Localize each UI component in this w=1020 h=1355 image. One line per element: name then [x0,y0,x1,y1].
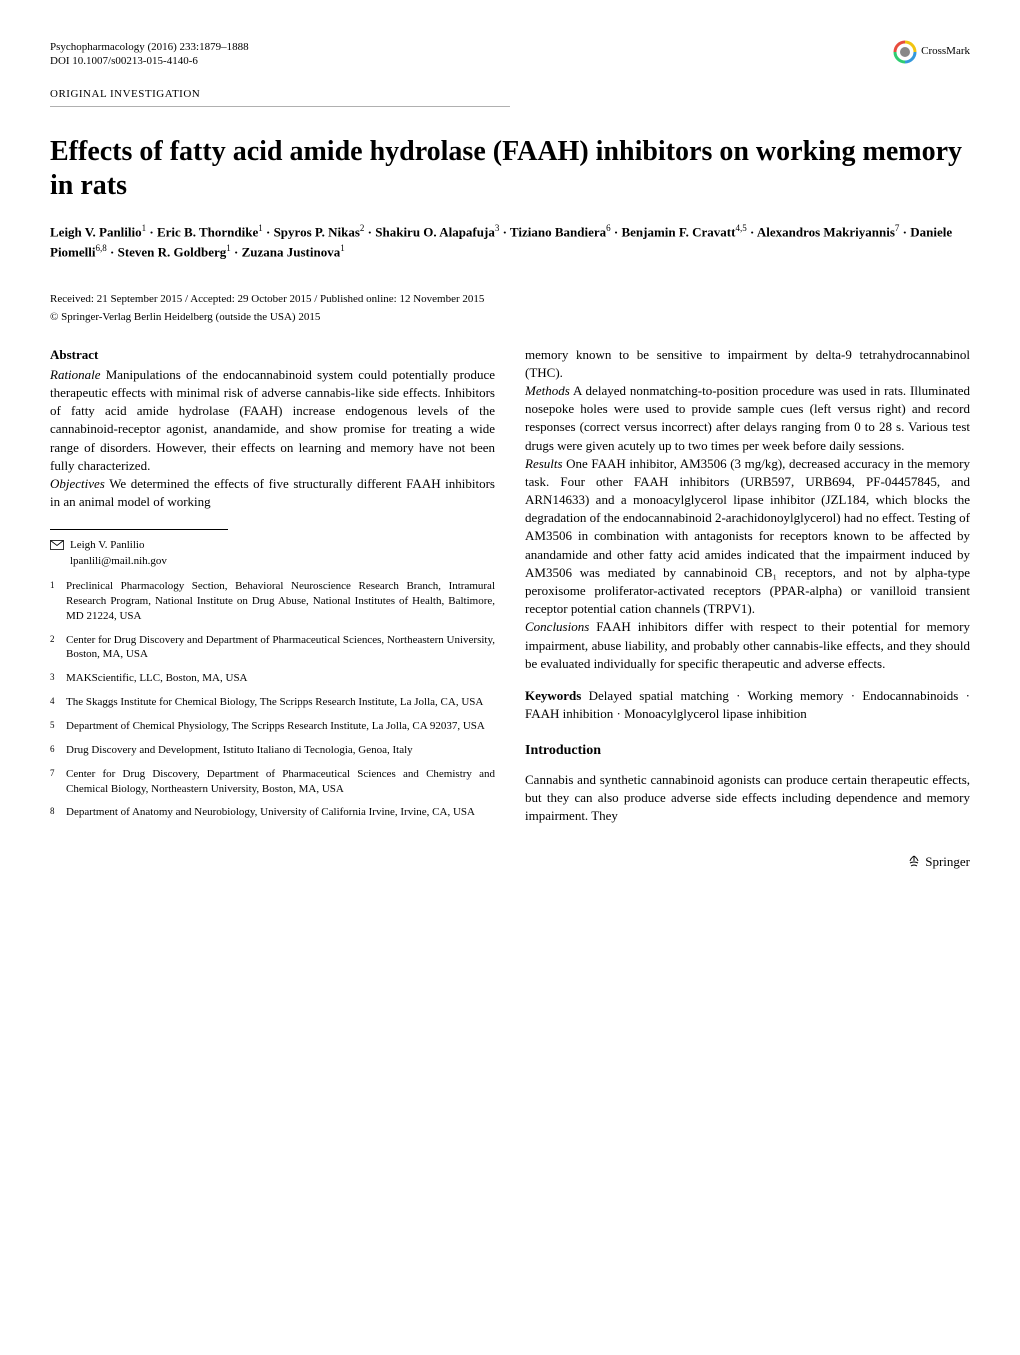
crossmark-label: CrossMark [921,44,970,59]
affiliation-item: 1Preclinical Pharmacology Section, Behav… [50,579,495,624]
journal-citation: Psychopharmacology (2016) 233:1879–1888 [50,40,249,54]
affiliation-number: 1 [50,579,66,624]
keywords-label: Keywords [525,688,581,703]
publisher-footer: Springer [50,853,970,871]
methods-label: Methods [525,383,570,398]
affiliation-text: MAKScientific, LLC, Boston, MA, USA [66,671,248,686]
affiliation-number: 4 [50,695,66,710]
affiliation-item: 4The Skaggs Institute for Chemical Biolo… [50,695,495,710]
keywords: Keywords Delayed spatial matching · Work… [525,687,970,723]
journal-info: Psychopharmacology (2016) 233:1879–1888 … [50,40,249,69]
abstract-heading: Abstract [50,346,495,364]
article-title: Effects of fatty acid amide hydrolase (F… [50,135,970,202]
doi: DOI 10.1007/s00213-015-4140-6 [50,54,249,68]
publisher-name: Springer [925,854,970,869]
affiliation-text: Drug Discovery and Development, Istituto… [66,743,413,758]
page-header: Psychopharmacology (2016) 233:1879–1888 … [50,40,970,69]
affiliation-item: 7Center for Drug Discovery, Department o… [50,767,495,797]
footnote-divider [50,529,228,530]
affiliation-text: Department of Chemical Physiology, The S… [66,719,485,734]
affiliation-item: 6Drug Discovery and Development, Istitut… [50,743,495,758]
affiliation-text: The Skaggs Institute for Chemical Biolog… [66,695,483,710]
affiliations-list: 1Preclinical Pharmacology Section, Behav… [50,579,495,820]
envelope-icon [50,540,64,550]
objectives-continuation: memory known to be sensitive to impairme… [525,346,970,382]
corr-author-email: lpanlili@mail.nih.gov [70,554,167,569]
methods-text: A delayed nonmatching-to-position proced… [525,383,970,453]
article-dates: Received: 21 September 2015 / Accepted: … [50,292,970,307]
main-content: Abstract Rationale Manipulations of the … [50,346,970,830]
affiliation-number: 2 [50,633,66,663]
affiliation-text: Preclinical Pharmacology Section, Behavi… [66,579,495,624]
abstract-methods: Methods A delayed nonmatching-to-positio… [525,382,970,455]
abstract-conclusions: Conclusions FAAH inhibitors differ with … [525,618,970,673]
results-label: Results [525,456,563,471]
rationale-label: Rationale [50,367,101,382]
affiliation-text: Department of Anatomy and Neurobiology, … [66,805,475,820]
affiliation-item: 5Department of Chemical Physiology, The … [50,719,495,734]
crossmark-icon [893,40,917,64]
author-list: Leigh V. Panlilio1 · Eric B. Thorndike1 … [50,222,970,262]
copyright: © Springer-Verlag Berlin Heidelberg (out… [50,310,970,325]
springer-icon [906,855,922,871]
crossmark-badge[interactable]: CrossMark [893,40,970,64]
affiliation-number: 7 [50,767,66,797]
article-type-label: ORIGINAL INVESTIGATION [50,87,510,107]
introduction-text: Cannabis and synthetic cannabinoid agoni… [525,771,970,826]
affiliation-text: Center for Drug Discovery, Department of… [66,767,495,797]
abstract-results: Results One FAAH inhibitor, AM3506 (3 mg… [525,455,970,619]
affiliation-number: 8 [50,805,66,820]
corr-author-name: Leigh V. Panlilio [70,538,167,553]
rationale-text: Manipulations of the endocannabinoid sys… [50,367,495,473]
affiliation-text: Center for Drug Discovery and Department… [66,633,495,663]
affiliation-item: 8Department of Anatomy and Neurobiology,… [50,805,495,820]
introduction-heading: Introduction [525,741,970,761]
affiliation-item: 3MAKScientific, LLC, Boston, MA, USA [50,671,495,686]
right-column: memory known to be sensitive to impairme… [525,346,970,830]
affiliation-number: 6 [50,743,66,758]
objectives-text: We determined the effects of five struct… [50,476,495,509]
conclusions-text: FAAH inhibitors differ with respect to t… [525,619,970,670]
left-column: Abstract Rationale Manipulations of the … [50,346,495,830]
conclusions-label: Conclusions [525,619,589,634]
results-text: One FAAH inhibitor, AM3506 (3 mg/kg), de… [525,456,970,617]
abstract-rationale: Rationale Manipulations of the endocanna… [50,366,495,475]
affiliation-number: 3 [50,671,66,686]
corresponding-author: Leigh V. Panlilio lpanlili@mail.nih.gov [50,538,495,569]
affiliation-item: 2Center for Drug Discovery and Departmen… [50,633,495,663]
objectives-label: Objectives [50,476,105,491]
abstract-objectives: Objectives We determined the effects of … [50,475,495,511]
affiliation-number: 5 [50,719,66,734]
keywords-text: Delayed spatial matching · Working memor… [525,688,970,721]
